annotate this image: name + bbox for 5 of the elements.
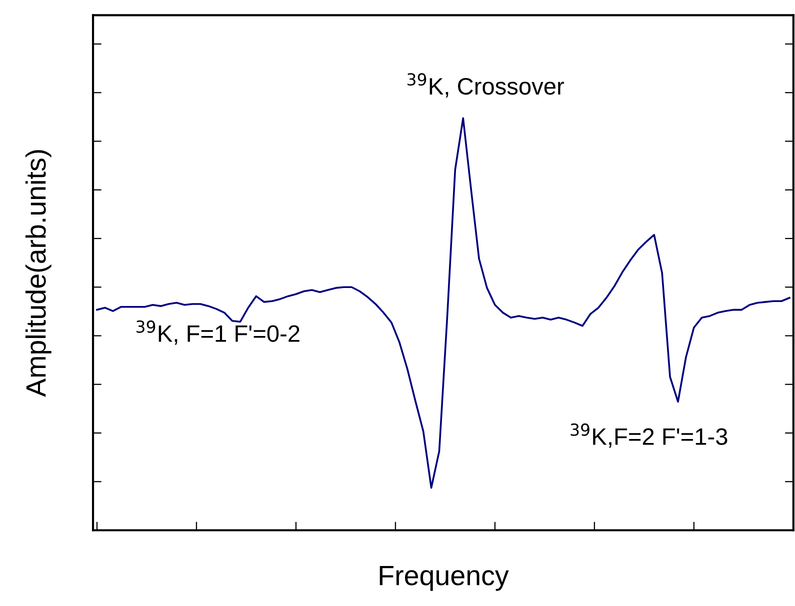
annotation: $^{39}$K,F=2 F'=1-3 [570,423,728,448]
annotation: $^{39}$K, F=1 F'=0-2 [136,320,300,345]
text: $^{39}$K, Crossover [408,73,564,98]
y-axis-title: Amplitude(arb.units) [25,150,52,397]
x-axis-title: Frequency [380,566,509,591]
